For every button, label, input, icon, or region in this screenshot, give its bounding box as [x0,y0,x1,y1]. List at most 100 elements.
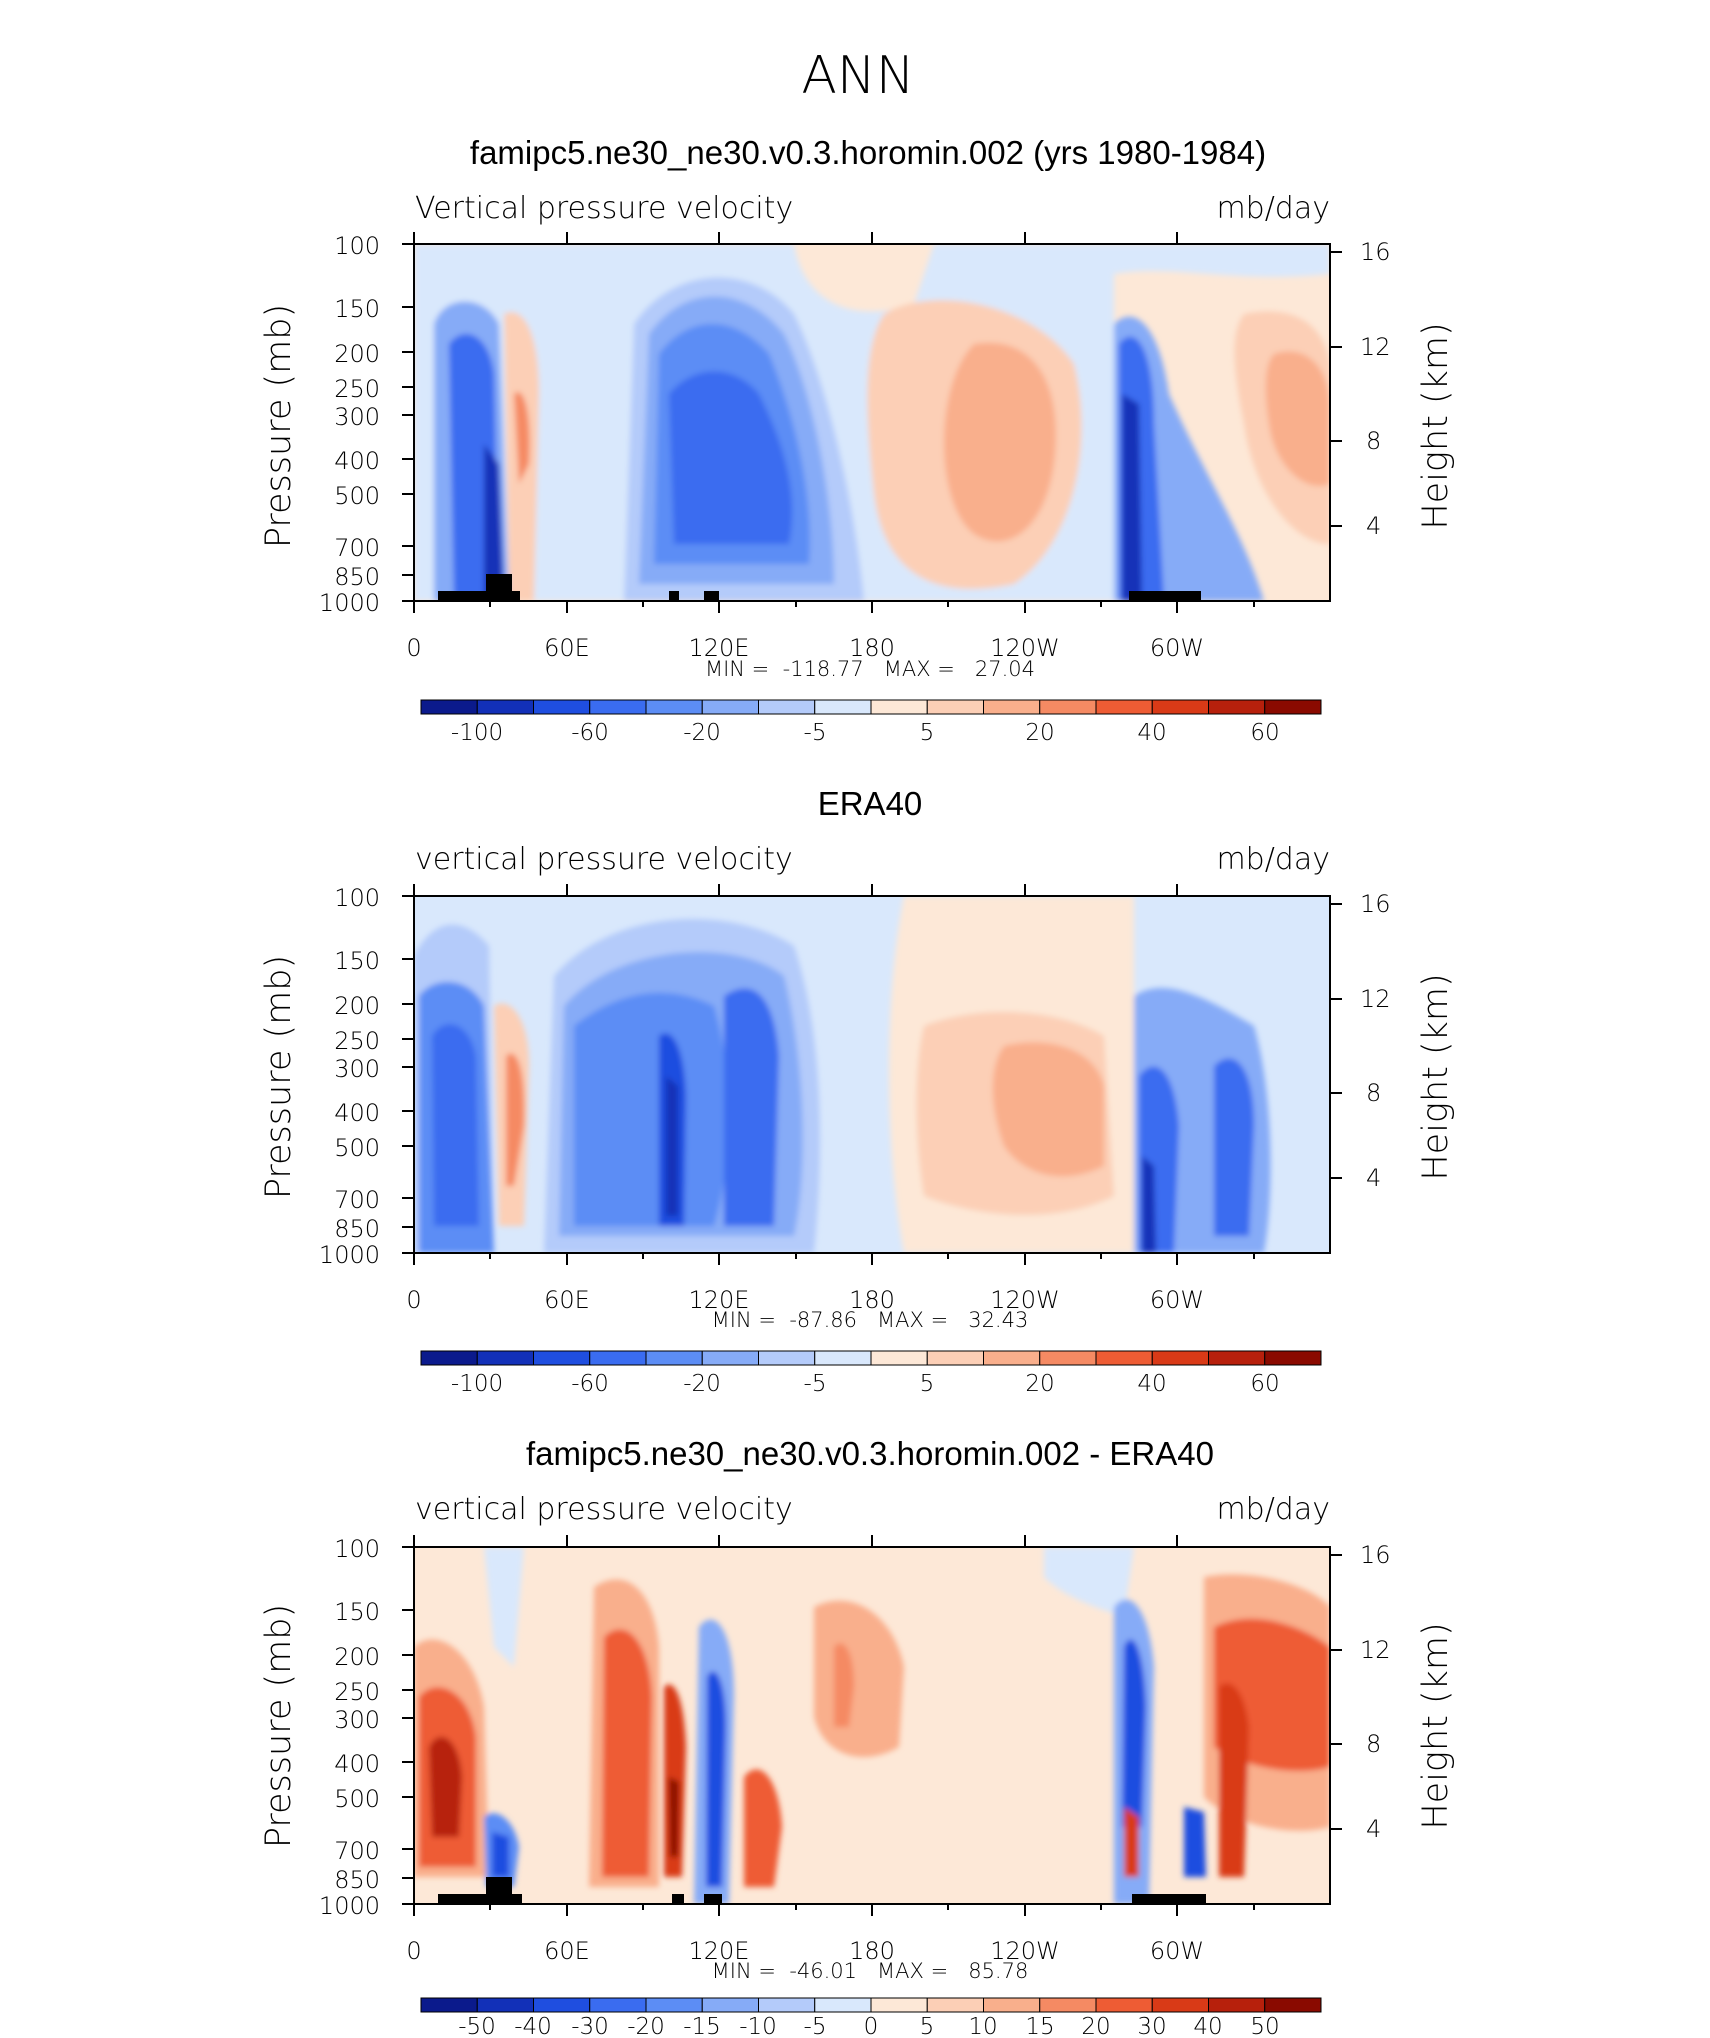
colorbar-cell [645,1997,703,2013]
p2-xl-3: 180 [849,1286,895,1314]
panel-2-ticks [402,884,1342,1265]
p2-xl-2: 120E [689,1286,750,1314]
panel-1-ylabels: 100 150 200 250 300 400 500 700 850 1000 [319,232,380,617]
colorbar-cell [420,699,478,715]
colorbar-cell [589,1350,647,1366]
p1-cb-6: 40 [1137,720,1166,746]
p2-yr-1: 12 [1360,985,1391,1013]
p2-africa-core [432,1024,479,1226]
p3-cb-5: -10 [739,2014,777,2038]
p3-blue-top-africa [484,1547,524,1667]
panel-2-plot-area [402,884,1342,1265]
panel-3: famipc5.ne30_ne30.v0.3.horomin.002 - ERA… [259,1435,1456,2038]
p1-cb-0: -100 [451,720,503,746]
panel-3-ylabel-left: Pressure (mb) [259,1604,299,1848]
p3-yl-9: 1000 [319,1892,380,1920]
p2-xl-5: 60W [1150,1286,1204,1314]
p2-yl-1: 150 [334,947,380,975]
p3-blue-top-east [1044,1547,1134,1617]
p1-yr-2: 8 [1366,427,1381,455]
colorbar-cell [701,1350,759,1366]
p2-cb-4: 5 [920,1371,935,1397]
p3-cb-12: 30 [1137,2014,1166,2038]
panel-2-stats: MIN = -87.86 MAX = 32.43 [712,1308,1029,1332]
p3-xl-0: 0 [406,1937,421,1965]
p2-yl-7: 700 [334,1186,380,1214]
p3-blue-africa-core [492,1832,509,1877]
p3-cb-2: -30 [571,2014,609,2038]
p2-yl-5: 400 [334,1099,380,1127]
p3-cb-11: 20 [1081,2014,1110,2038]
p1-xl-3: 180 [849,634,895,662]
p2-yl-0: 100 [334,884,380,912]
p3-cb-3: -20 [627,2014,665,2038]
colorbar-cell [926,1997,984,2013]
p1-cb-2: -20 [683,720,721,746]
p2-orange-africa-core [506,1053,525,1186]
p3-yl-5: 400 [334,1750,380,1778]
panel-1-ticks [402,232,1342,613]
p3-red-india [602,1629,652,1877]
p3-cb-13: 40 [1193,2014,1222,2038]
p3-yl-0: 100 [334,1535,380,1563]
p1-yr-0: 16 [1360,238,1391,266]
panel-2-ylabel-right: Height (km) [1416,973,1456,1180]
p2-americas-east [1214,1058,1254,1236]
p1-yr-1: 12 [1360,333,1391,361]
panel-3-ylabels: 100 150 200 250 300 400 500 700 850 1000 [319,1535,380,1920]
p1-xl-0: 0 [406,634,421,662]
p3-cb-9: 10 [968,2014,997,2038]
p1-yl-8: 850 [334,563,380,591]
p2-cb-6: 40 [1137,1371,1166,1397]
p3-yl-7: 700 [334,1837,380,1865]
p3-blue-americas-east [1184,1807,1206,1877]
p2-yr-0: 16 [1360,890,1391,918]
colorbar-cell [983,1997,1041,2013]
p2-indo-mid [574,992,729,1226]
colorbar-cell [476,1350,534,1366]
panel-1-ylabel-left: Pressure (mb) [259,304,299,548]
panel-3-title: famipc5.ne30_ne30.v0.3.horomin.002 - ERA… [526,1435,1214,1472]
p3-yl-1: 150 [334,1598,380,1626]
panel-3-ticks [402,1535,1342,1916]
colorbar-cell [1151,1997,1209,2013]
p3-xl-1: 60E [544,1937,590,1965]
p2-cb-0: -100 [451,1371,503,1397]
panel-2-xlabels: 0 60E 120E 180 120W 60W [406,1286,1204,1314]
colorbar-cell [983,1350,1041,1366]
p2-yr-3: 4 [1366,1164,1381,1192]
p1-xl-5: 60W [1150,634,1204,662]
colorbar-cell [1039,1350,1097,1366]
p1-indo-blue-core [669,371,793,544]
p3-xl-5: 60W [1150,1937,1204,1965]
p3-yr-1: 12 [1360,1636,1391,1664]
colorbar-cell [814,1997,872,2013]
p3-yl-4: 300 [334,1706,380,1734]
p1-xl-1: 60E [544,634,590,662]
colorbar-cell [701,699,759,715]
p1-yl-0: 100 [334,232,380,260]
p3-cb-8: 5 [920,2014,935,2038]
p1-cb-7: 60 [1250,720,1279,746]
panel-3-stats: MIN = -46.01 MAX = 85.78 [712,1959,1029,1983]
colorbar-cell [589,1997,647,2013]
p3-yr-0: 16 [1360,1541,1391,1569]
p1-yl-6: 500 [334,482,380,510]
panel-3-colorbar: -50 -40 -30 -20 -15 -10 -5 0 5 10 15 20 … [420,1997,1322,2038]
panel-1-xlabels: 0 60E 120E 180 120W 60W [406,634,1204,662]
panel-1-units-label: mb/day [1216,191,1330,226]
colorbar-cell [1151,1350,1209,1366]
p2-indo-east-mid [724,988,779,1226]
p1-topography [438,574,1201,601]
p1-cb-1: -60 [571,720,609,746]
colorbar-cell [1208,1350,1266,1366]
p3-cb-4: -15 [683,2014,721,2038]
p1-cb-4: 5 [920,720,935,746]
colorbar-cell [870,699,928,715]
colorbar-cell [533,1350,591,1366]
colorbar-cell [758,699,816,715]
p3-cb-1: -40 [514,2014,552,2038]
p2-americas-deep [1142,1156,1156,1253]
p3-cb-10: 15 [1025,2014,1054,2038]
colorbar-cell [814,1350,872,1366]
